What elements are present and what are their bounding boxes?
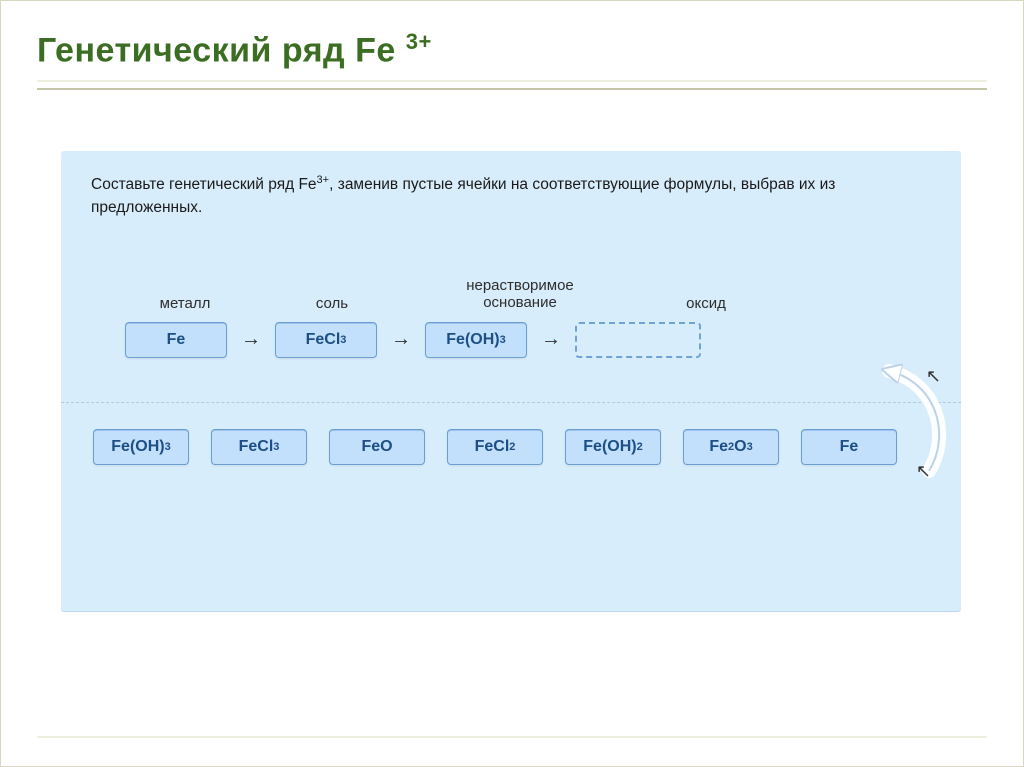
option-chip[interactable]: Fe(OH)3 xyxy=(93,429,189,465)
slide: Генетический ряд Fe 3+ Составьте генетич… xyxy=(0,0,1024,767)
title-block: Генетический ряд Fe 3+ xyxy=(37,29,987,82)
option-chip[interactable]: Fe(OH)2 xyxy=(565,429,661,465)
chain-row: Fe→FeCl3→Fe(OH)3→ xyxy=(125,322,931,358)
arrow-icon: → xyxy=(377,328,425,351)
option-chip[interactable]: Fe2O3 xyxy=(683,429,779,465)
arrow-icon: → xyxy=(227,328,275,351)
title-underline xyxy=(37,88,987,90)
chain-chip[interactable]: Fe(OH)3 xyxy=(425,322,527,358)
label-base: нерастворимоеоснование xyxy=(419,277,621,312)
option-chip[interactable]: FeO xyxy=(329,429,425,465)
label-oxide: оксид xyxy=(621,295,791,312)
separator xyxy=(61,402,961,403)
exercise-panel: Составьте генетический ряд Fe3+, заменив… xyxy=(61,151,961,611)
options-row: Fe(OH)3FeCl3FeOFeCl2Fe(OH)2Fe2O3Fe xyxy=(93,429,931,465)
option-chip[interactable]: FeCl2 xyxy=(447,429,543,465)
cursor-icon: ↖ xyxy=(926,366,941,387)
footer-line xyxy=(37,736,987,738)
option-chip[interactable]: FeCl3 xyxy=(211,429,307,465)
page-title: Генетический ряд Fe 3+ xyxy=(37,29,987,70)
prompt-text: Составьте генетический ряд Fe3+, заменив… xyxy=(91,173,911,219)
label-salt: соль xyxy=(245,295,419,312)
category-labels: металл соль нерастворимоеоснование оксид xyxy=(125,277,931,312)
chain-chip[interactable]: FeCl3 xyxy=(275,322,377,358)
label-metal: металл xyxy=(125,295,245,312)
chain-slot-empty[interactable] xyxy=(575,322,701,358)
chain-chip[interactable]: Fe xyxy=(125,322,227,358)
cursor-icon: ↖ xyxy=(916,461,931,482)
arrow-icon: → xyxy=(527,328,575,351)
